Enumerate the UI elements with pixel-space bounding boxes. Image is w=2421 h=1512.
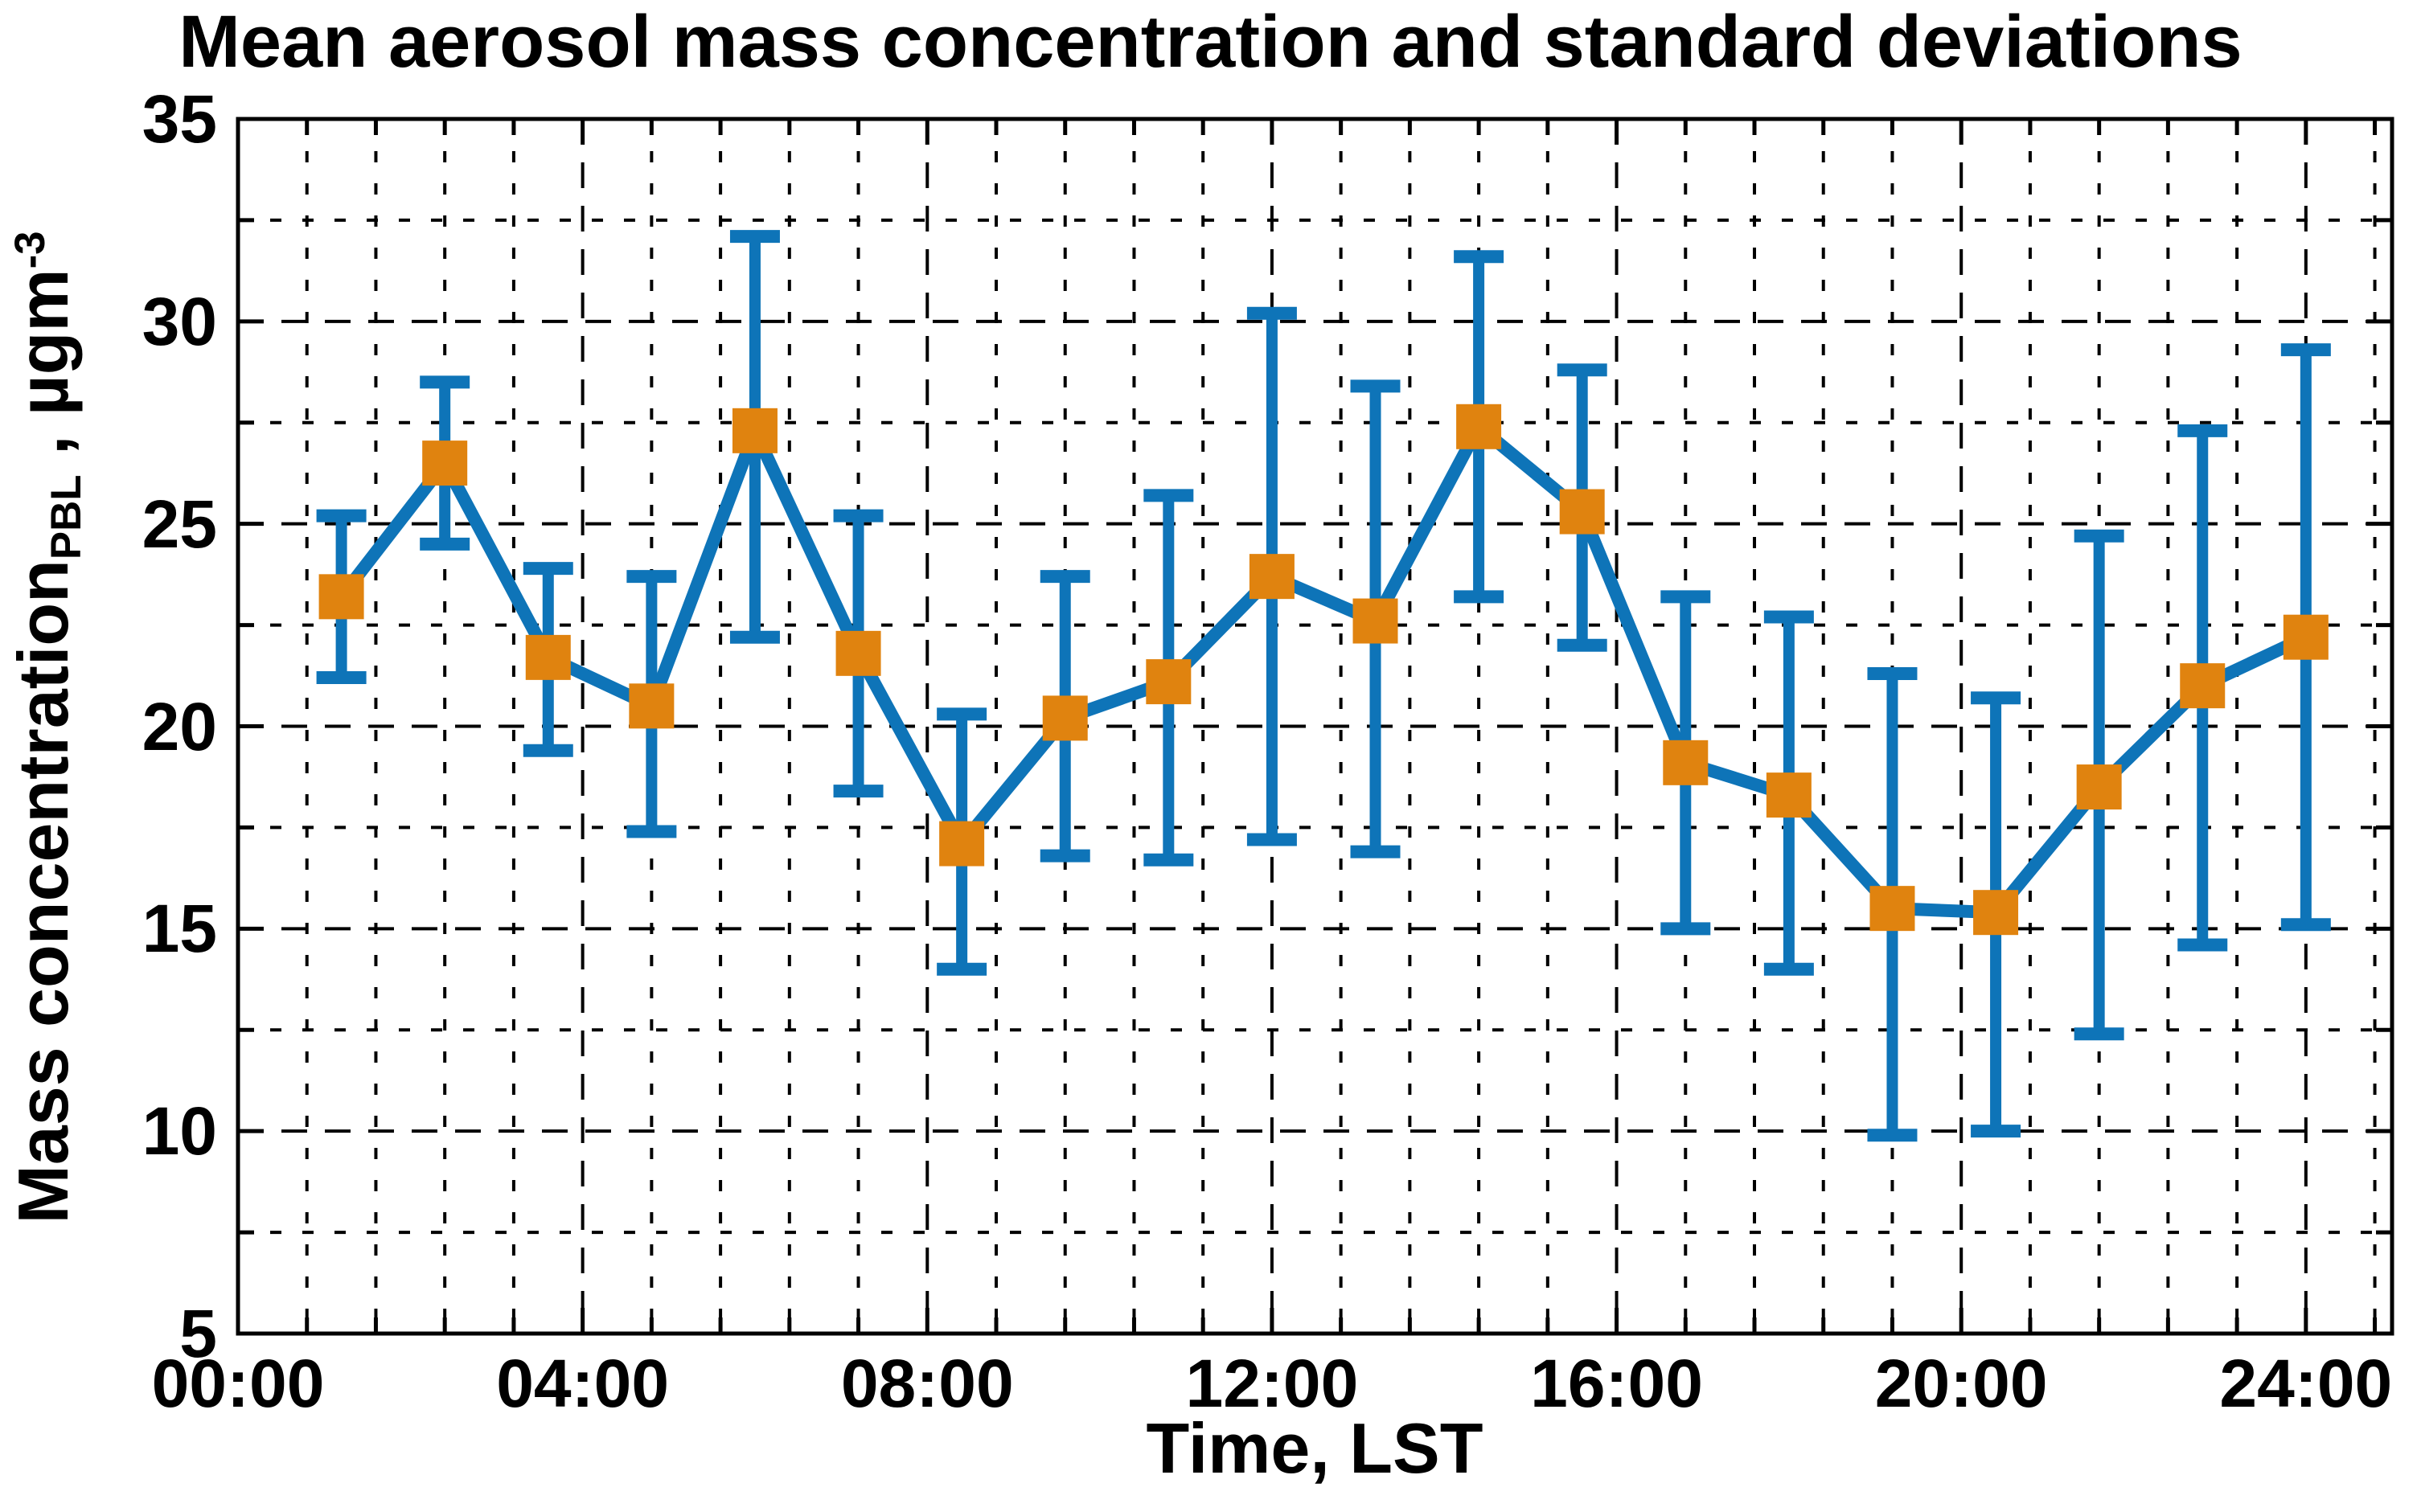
data-point-marker (1869, 886, 1915, 932)
data-point-marker (422, 440, 468, 486)
y-axis-label-subscript: PBL (42, 474, 90, 560)
data-point-marker (525, 634, 571, 680)
data-point-marker (629, 683, 675, 729)
y-axis-label-separator: , (3, 416, 84, 475)
x-axis-label: Time, LST (1146, 1408, 1483, 1488)
data-point-marker (1456, 404, 1502, 449)
y-tick-label: 20 (142, 688, 217, 764)
series-line (336, 420, 2309, 920)
y-tick-label: 30 (142, 283, 217, 359)
data-point-marker (1766, 772, 1812, 818)
y-axis-label-text: Mass concentration (3, 559, 84, 1224)
data-point-marker (732, 408, 778, 453)
y-tick-label: 10 (142, 1093, 217, 1170)
y-tick-label: 5 (179, 1296, 217, 1371)
y-tick-label: 35 (142, 81, 217, 157)
data-point-marker (2180, 663, 2226, 709)
data-point-marker (1042, 695, 1088, 741)
data-point-marker (1352, 598, 1398, 644)
data-point-marker (1249, 554, 1295, 600)
data-point-marker (939, 821, 985, 867)
y-axis-label-unit: µgm (3, 268, 84, 416)
x-tick-label: 12:00 (1185, 1346, 1359, 1421)
data-point-marker (1146, 659, 1192, 705)
data-point-marker (2076, 764, 2122, 810)
x-tick-label: 20:00 (1874, 1346, 2048, 1421)
data-point-marker (835, 630, 881, 676)
x-tick-label: 04:00 (496, 1346, 670, 1421)
chart-title: Mean aerosol mass concentration and stan… (178, 1, 2243, 83)
data-point-marker (1663, 740, 1709, 785)
data-point-marker (1559, 489, 1605, 535)
data-point-marker (2283, 614, 2329, 660)
x-tick-label: 24:00 (2219, 1346, 2393, 1421)
y-axis-label-superscript: -3 (6, 231, 55, 269)
x-tick-label: 00:00 (151, 1346, 325, 1421)
x-tick-label: 16:00 (1530, 1346, 1703, 1421)
data-point-marker (1973, 890, 2019, 936)
y-tick-label: 25 (142, 486, 217, 562)
data-point-marker (318, 574, 364, 620)
y-tick-label: 15 (142, 891, 217, 967)
x-tick-label: 08:00 (840, 1346, 1014, 1421)
